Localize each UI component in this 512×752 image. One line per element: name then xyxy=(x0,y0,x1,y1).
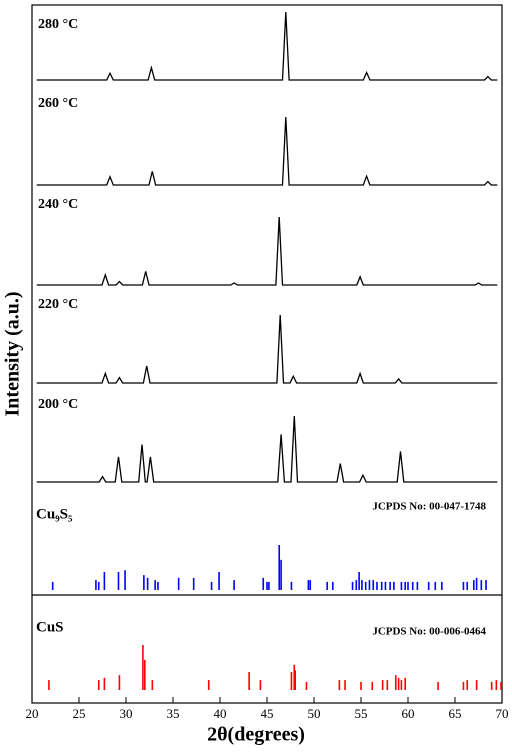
trace-label: 220 °C xyxy=(38,297,78,312)
xrd-trace xyxy=(36,415,498,483)
xrd-trace xyxy=(36,116,498,186)
x-tick-label: 20 xyxy=(26,706,39,721)
reference-name: Cu₉S₅ xyxy=(36,506,73,522)
reference-name: CuS xyxy=(36,619,64,635)
y-axis-label: Intensity (a.u.) xyxy=(2,291,24,416)
x-tick-label: 55 xyxy=(355,706,368,721)
x-tick-label: 65 xyxy=(449,706,462,721)
reference-card: JCPDS No: 00-047-1748 xyxy=(372,501,486,513)
xrd-trace xyxy=(36,216,498,286)
trace-label: 260 °C xyxy=(38,96,78,111)
plot-frame xyxy=(31,4,503,704)
trace-label: 240 °C xyxy=(38,197,78,212)
x-tick-label: 45 xyxy=(261,706,274,721)
x-tick-label: 25 xyxy=(73,706,86,721)
xrd-trace xyxy=(36,11,498,81)
x-axis-label: 2θ(degrees) xyxy=(207,724,305,746)
x-tick-label: 60 xyxy=(402,706,415,721)
x-tick-label: 50 xyxy=(308,706,321,721)
x-tick-label: 70 xyxy=(496,706,509,721)
x-tick-label: 35 xyxy=(167,706,180,721)
x-tick-label: 30 xyxy=(120,706,133,721)
x-tick-label: 40 xyxy=(214,706,227,721)
trace-label: 280 °C xyxy=(38,17,78,32)
reference-card: JCPDS No: 00-006-0464 xyxy=(372,626,486,638)
trace-label: 200 °C xyxy=(38,397,78,412)
xrd-trace xyxy=(36,314,498,384)
